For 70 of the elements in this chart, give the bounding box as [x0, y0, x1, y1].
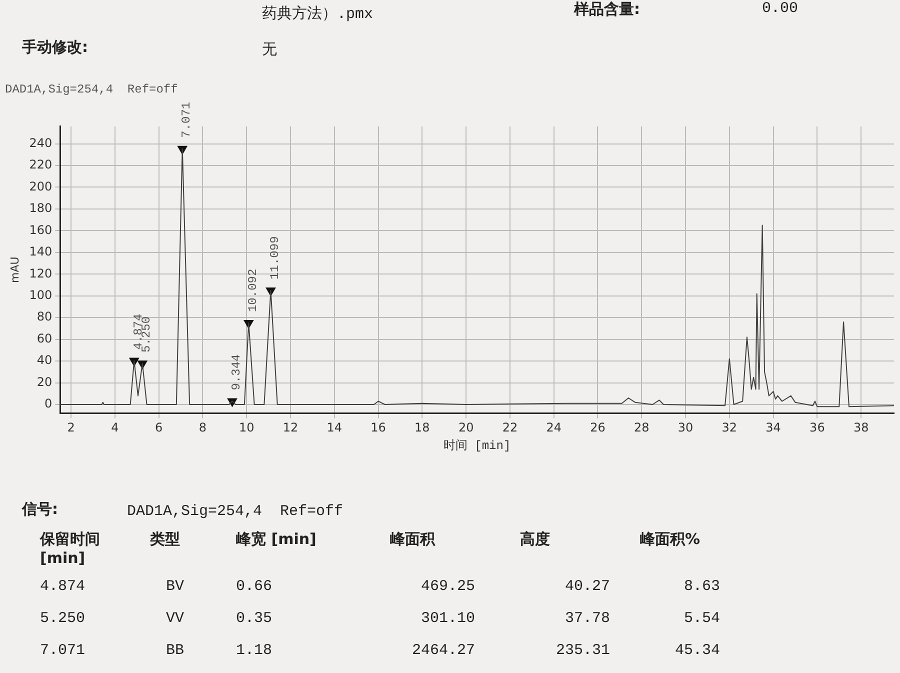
chart-title: DAD1A,Sig=254,4 Ref=off [5, 82, 178, 96]
text: 高度 [520, 530, 551, 549]
x-tick-label: 12 [282, 420, 298, 435]
x-tick-label: 6 [155, 420, 163, 435]
text: 5.54 [682, 609, 720, 628]
x-tick-label: 38 [853, 420, 869, 435]
text: 40.27 [564, 577, 610, 596]
text: BB [164, 641, 185, 660]
x-tick-label: 34 [766, 420, 781, 435]
x-tick-label: 36 [810, 420, 825, 435]
text: 7.071 [40, 641, 86, 660]
text: VV [164, 609, 185, 628]
text: 5.250 [40, 609, 86, 628]
text: 样品含量: [574, 0, 640, 19]
x-tick-label: 32 [722, 420, 738, 435]
text: 类型 [150, 530, 181, 549]
text: 0.66 [236, 577, 274, 596]
y-tick-label: 120 [29, 266, 52, 280]
text: 45.34 [674, 641, 720, 660]
x-tick-label: 22 [502, 420, 518, 435]
y-tick-label: 180 [29, 201, 52, 216]
text: 0.35 [236, 609, 274, 628]
y-tick-label: 40 [36, 353, 52, 368]
y-tick-label: 60 [36, 331, 52, 346]
x-tick-label: 8 [198, 420, 207, 435]
text: 峰面积% [640, 530, 702, 549]
text: 8.63 [682, 577, 720, 596]
x-tick-label: 24 [546, 420, 562, 435]
annotation: 9.344 [229, 354, 244, 390]
y-tick-label: 200 [29, 179, 52, 194]
y-axis-title: mAU [8, 256, 22, 283]
y-tick-label: 80 [36, 310, 52, 324]
text: 手动修改: [22, 38, 88, 57]
y-tick-label: 220 [29, 158, 52, 172]
annotation: 11.099 [268, 236, 282, 280]
text: 无 [262, 40, 277, 59]
y-tick-label: 0 [44, 396, 52, 411]
y-tick-label: 140 [29, 244, 52, 259]
text: 保留时间 [min] [40, 530, 101, 568]
text: 信号: [22, 500, 58, 519]
text: DAD1A,Sig=254,4 Ref=off [127, 503, 344, 520]
text: 峰面积 [390, 530, 436, 549]
y-tick-label: 240 [29, 136, 52, 150]
x-tick-label: 26 [590, 420, 606, 435]
text: BV [164, 577, 185, 596]
x-axis-title: 时间 [min] [443, 438, 511, 453]
x-tick-label: 10 [238, 420, 254, 435]
text: 峰宽 [min] [236, 530, 318, 549]
x-tick-label: 30 [678, 420, 694, 435]
text: 药典方法）.pmx [262, 4, 374, 23]
text: 0.00 [762, 0, 798, 17]
x-tick-label: 20 [458, 420, 474, 435]
text: 235.31 [554, 641, 610, 660]
y-tick-label: 160 [29, 222, 52, 237]
x-tick-label: 14 [326, 420, 342, 435]
x-tick-label: 18 [414, 420, 430, 435]
annotation: 7.071 [180, 102, 194, 138]
y-tick-label: 20 [36, 374, 52, 389]
text: 4.874 [40, 577, 86, 596]
x-tick-label: 4 [111, 420, 119, 435]
text: 301.10 [420, 609, 475, 628]
text: 37.78 [564, 609, 610, 628]
text: 1.18 [236, 641, 274, 660]
x-tick-label: 2 [67, 420, 75, 435]
text: 469.25 [420, 577, 475, 596]
y-tick-label: 100 [29, 288, 52, 302]
annotation: 10.092 [246, 268, 260, 312]
text: 2464.27 [410, 641, 475, 660]
x-tick-label: 28 [634, 420, 650, 435]
x-tick-label: 16 [370, 420, 386, 435]
